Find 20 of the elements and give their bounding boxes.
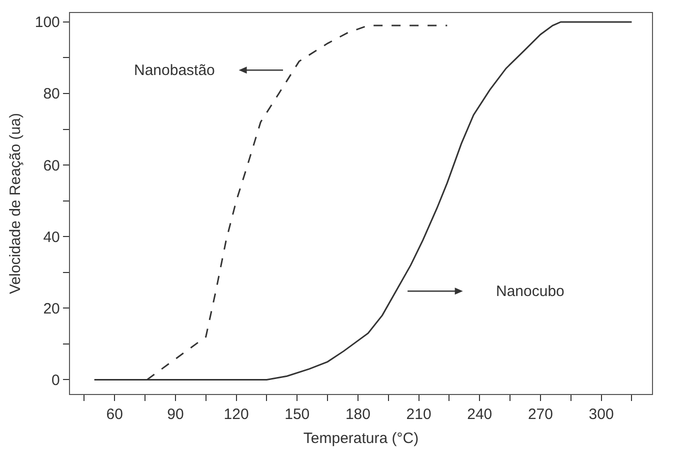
- x-tick-label: 270: [528, 406, 553, 424]
- line-series: [94, 21, 632, 380]
- annotation: Nanobastão: [134, 62, 215, 79]
- x-tick-label: 240: [467, 406, 492, 424]
- x-tick-label: 90: [167, 406, 184, 424]
- y-tick-label: 40: [43, 228, 60, 246]
- x-tick-label: 150: [284, 406, 310, 424]
- x-axis-title: Temperatura (°C): [303, 430, 419, 448]
- x-tick-label: 180: [345, 406, 370, 424]
- y-tick-label: 0: [52, 372, 60, 389]
- annotation: Nanocubo: [496, 283, 564, 300]
- y-axis-title: Velocidade de Reação (ua): [7, 113, 24, 294]
- x-tick-label: 300: [588, 406, 614, 424]
- x-tick-label: 120: [224, 406, 249, 424]
- y-tick-label: 100: [34, 14, 60, 32]
- y-tick-label: 80: [43, 86, 60, 103]
- x-tick-label: 60: [106, 406, 123, 424]
- x-tick-label: 210: [406, 406, 432, 424]
- y-tick-label: 20: [43, 300, 60, 318]
- y-tick-label: 60: [43, 157, 60, 174]
